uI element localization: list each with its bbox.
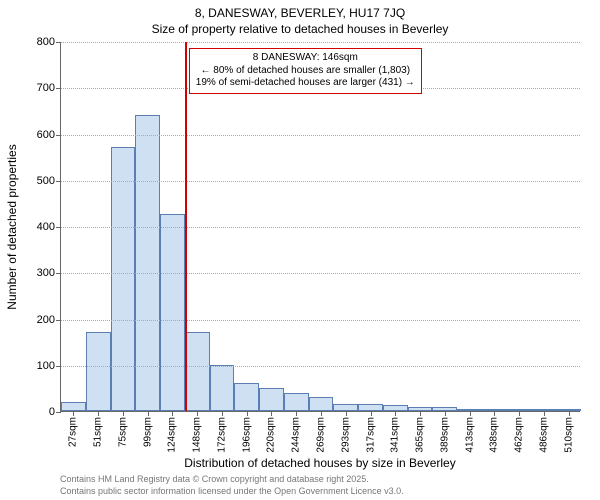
x-tick-mark xyxy=(371,411,372,416)
histogram-bar xyxy=(234,383,259,411)
x-tick-mark xyxy=(395,411,396,416)
x-tick-mark xyxy=(271,411,272,416)
x-tick-mark xyxy=(445,411,446,416)
x-tick-mark xyxy=(519,411,520,416)
x-tick-mark xyxy=(296,411,297,416)
annotation-line-3: 19% of semi-detached houses are larger (… xyxy=(196,77,415,90)
x-tick-label: 244sqm xyxy=(291,417,302,453)
x-tick-label: 293sqm xyxy=(340,417,351,453)
x-tick-label: 341sqm xyxy=(390,417,401,453)
plot-area: 27sqm51sqm75sqm99sqm124sqm148sqm172sqm19… xyxy=(60,42,580,412)
y-tick-mark xyxy=(56,42,61,43)
y-tick-label: 700 xyxy=(37,82,55,94)
y-tick-mark xyxy=(56,412,61,413)
gridline xyxy=(61,366,580,367)
y-tick-label: 800 xyxy=(37,36,55,48)
x-tick-label: 27sqm xyxy=(68,417,79,447)
x-axis-label: Distribution of detached houses by size … xyxy=(60,456,580,470)
x-tick-mark xyxy=(420,411,421,416)
x-tick-mark xyxy=(346,411,347,416)
y-tick-label: 400 xyxy=(37,221,55,233)
x-tick-label: 99sqm xyxy=(142,417,153,447)
gridline xyxy=(61,227,580,228)
title-line-1: 8, DANESWAY, BEVERLEY, HU17 7JQ xyxy=(0,6,600,20)
footer-line-2: Contains public sector information licen… xyxy=(60,486,404,498)
histogram-bar xyxy=(210,365,235,411)
x-tick-label: 75sqm xyxy=(117,417,128,447)
gridline xyxy=(61,42,580,43)
x-tick-mark xyxy=(123,411,124,416)
x-tick-mark xyxy=(73,411,74,416)
x-tick-label: 196sqm xyxy=(241,417,252,453)
footer-attribution: Contains HM Land Registry data © Crown c… xyxy=(60,474,404,497)
x-tick-label: 51sqm xyxy=(93,417,104,447)
x-tick-mark xyxy=(148,411,149,416)
histogram-bar xyxy=(111,147,136,411)
y-tick-mark xyxy=(56,320,61,321)
reference-line xyxy=(185,42,187,411)
footer-line-1: Contains HM Land Registry data © Crown c… xyxy=(60,474,404,486)
y-tick-mark xyxy=(56,181,61,182)
y-tick-mark xyxy=(56,366,61,367)
x-tick-label: 124sqm xyxy=(167,417,178,453)
x-tick-mark xyxy=(470,411,471,416)
y-tick-label: 0 xyxy=(49,406,55,418)
x-tick-label: 486sqm xyxy=(538,417,549,453)
annotation-line-2: ← 80% of detached houses are smaller (1,… xyxy=(196,65,415,78)
histogram-bar xyxy=(284,393,309,412)
y-tick-label: 100 xyxy=(37,360,55,372)
x-tick-label: 317sqm xyxy=(365,417,376,453)
x-tick-label: 438sqm xyxy=(489,417,500,453)
x-tick-label: 365sqm xyxy=(415,417,426,453)
y-tick-label: 300 xyxy=(37,267,55,279)
x-tick-label: 220sqm xyxy=(266,417,277,453)
y-tick-label: 500 xyxy=(37,175,55,187)
y-tick-label: 600 xyxy=(37,129,55,141)
histogram-bar xyxy=(309,397,334,411)
y-tick-mark xyxy=(56,227,61,228)
gridline xyxy=(61,273,580,274)
y-tick-mark xyxy=(56,273,61,274)
x-tick-mark xyxy=(247,411,248,416)
gridline xyxy=(61,135,580,136)
histogram-bar xyxy=(358,404,383,411)
x-tick-mark xyxy=(98,411,99,416)
x-tick-mark xyxy=(197,411,198,416)
histogram-bar xyxy=(185,332,210,411)
x-tick-label: 413sqm xyxy=(464,417,475,453)
x-tick-label: 269sqm xyxy=(316,417,327,453)
histogram-bar xyxy=(86,332,111,411)
x-tick-label: 172sqm xyxy=(216,417,227,453)
y-axis-label-text: Number of detached properties xyxy=(5,144,19,309)
title-line-2: Size of property relative to detached ho… xyxy=(0,22,600,36)
x-tick-label: 148sqm xyxy=(192,417,203,453)
histogram-bar xyxy=(160,214,185,411)
y-tick-mark xyxy=(56,88,61,89)
histogram-bar xyxy=(333,404,358,411)
x-tick-mark xyxy=(321,411,322,416)
x-tick-mark xyxy=(172,411,173,416)
gridline xyxy=(61,181,580,182)
x-tick-mark xyxy=(544,411,545,416)
x-tick-label: 462sqm xyxy=(514,417,525,453)
chart-container: 8, DANESWAY, BEVERLEY, HU17 7JQ Size of … xyxy=(0,0,600,500)
gridline xyxy=(61,320,580,321)
histogram-bar xyxy=(61,402,86,411)
x-tick-mark xyxy=(494,411,495,416)
y-tick-label: 200 xyxy=(37,314,55,326)
annotation-box: 8 DANESWAY: 146sqm← 80% of detached hous… xyxy=(189,48,422,94)
x-tick-mark xyxy=(222,411,223,416)
x-tick-label: 510sqm xyxy=(563,417,574,453)
x-tick-mark xyxy=(569,411,570,416)
annotation-line-1: 8 DANESWAY: 146sqm xyxy=(196,52,415,65)
histogram-bar xyxy=(259,388,284,411)
x-tick-label: 389sqm xyxy=(439,417,450,453)
y-tick-mark xyxy=(56,135,61,136)
